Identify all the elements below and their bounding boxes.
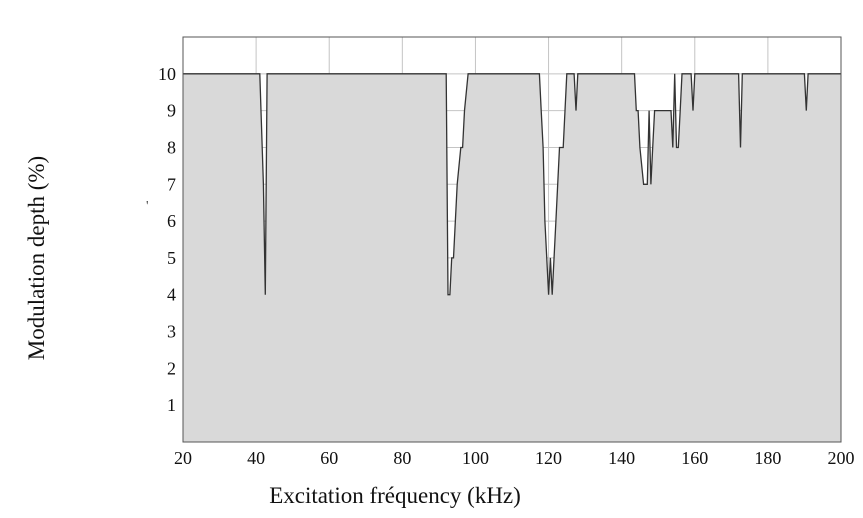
x-tick-label: 180 <box>754 448 781 468</box>
y-tick-label: 4 <box>167 285 176 305</box>
x-tick-label: 20 <box>174 448 192 468</box>
y-tick-labels: 1 2 3 4 5 6 7 8 9 10 <box>158 64 176 415</box>
stray-mark: ' <box>146 199 149 214</box>
x-tick-label: 40 <box>247 448 265 468</box>
x-axis-title: Excitation fréquency (kHz) <box>269 483 521 508</box>
data-area-fill <box>183 73 841 443</box>
y-tick-label: 5 <box>167 248 176 268</box>
data-series-line <box>183 73 841 296</box>
plot-frame <box>182 36 842 443</box>
y-tick-label: 8 <box>167 137 176 157</box>
y-tick-label: 6 <box>167 211 176 231</box>
y-tick-label: 7 <box>167 174 176 194</box>
x-tick-label: 120 <box>535 448 562 468</box>
x-tick-label: 140 <box>608 448 635 468</box>
x-tick-label: 200 <box>828 448 855 468</box>
x-tick-label: 60 <box>320 448 338 468</box>
y-tick-label: 1 <box>167 395 176 415</box>
y-tick-label: 9 <box>167 101 176 121</box>
y-axis-title: Modulation depth (%) <box>24 156 49 360</box>
x-tick-labels: 20 40 60 80 100 120 140 160 180 200 <box>174 448 855 468</box>
y-tick-label: 10 <box>158 64 176 84</box>
y-tick-label: 3 <box>167 322 176 342</box>
x-tick-label: 160 <box>681 448 708 468</box>
x-tick-label: 100 <box>462 448 489 468</box>
y-tick-label: 2 <box>167 358 176 378</box>
x-tick-label: 80 <box>393 448 411 468</box>
